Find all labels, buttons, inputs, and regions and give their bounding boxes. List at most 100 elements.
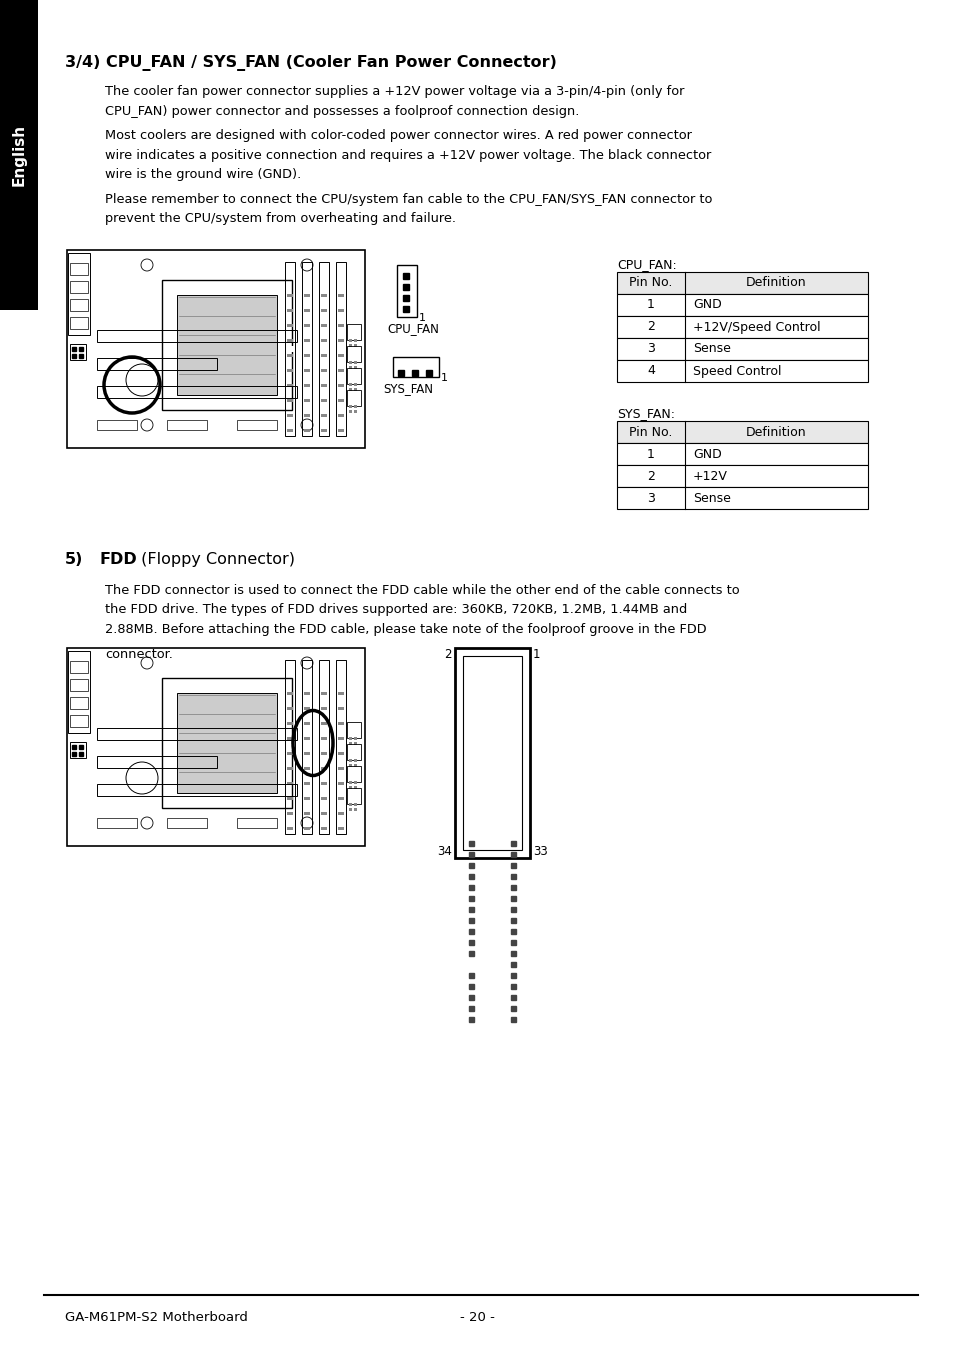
Bar xyxy=(320,399,327,402)
Text: Speed Control: Speed Control xyxy=(692,365,781,377)
Bar xyxy=(455,648,530,859)
Bar xyxy=(354,808,356,811)
Bar xyxy=(304,339,310,342)
Bar xyxy=(337,813,344,815)
Bar xyxy=(469,995,474,1000)
Bar xyxy=(337,293,344,297)
Bar xyxy=(304,752,310,754)
Bar xyxy=(287,384,293,387)
Bar xyxy=(402,284,409,289)
Bar xyxy=(304,369,310,372)
Bar xyxy=(347,744,360,760)
Bar xyxy=(70,299,88,311)
Bar xyxy=(617,360,867,383)
Bar xyxy=(469,984,474,990)
Bar xyxy=(469,852,474,857)
Bar xyxy=(236,818,276,827)
Bar xyxy=(393,357,438,377)
Bar xyxy=(177,694,276,794)
Text: 1: 1 xyxy=(440,373,448,383)
Bar xyxy=(162,677,292,808)
Bar xyxy=(320,293,327,297)
Bar xyxy=(354,366,356,369)
Bar xyxy=(354,764,356,767)
Bar xyxy=(511,852,516,857)
Text: prevent the CPU/system from overheating and failure.: prevent the CPU/system from overheating … xyxy=(105,212,456,224)
Bar xyxy=(349,388,352,391)
Bar xyxy=(287,722,293,725)
Bar xyxy=(402,273,409,279)
Bar xyxy=(349,383,352,387)
Bar xyxy=(320,324,327,327)
Bar xyxy=(511,896,516,900)
Bar xyxy=(70,343,86,360)
Text: 33: 33 xyxy=(533,845,547,859)
Bar xyxy=(319,346,328,352)
Bar xyxy=(70,715,88,727)
Bar xyxy=(303,346,311,352)
Bar xyxy=(287,399,293,402)
Bar xyxy=(469,929,474,934)
Bar xyxy=(511,929,516,934)
Bar xyxy=(349,808,352,811)
Bar xyxy=(469,973,474,977)
Bar xyxy=(304,414,310,416)
Bar xyxy=(337,429,344,433)
Bar xyxy=(511,918,516,923)
Bar xyxy=(97,756,216,768)
Bar xyxy=(70,264,88,274)
Bar xyxy=(177,295,276,395)
Bar xyxy=(337,399,344,402)
Bar xyxy=(617,338,867,360)
Text: 4: 4 xyxy=(646,365,655,377)
Bar xyxy=(337,369,344,372)
Bar xyxy=(347,346,360,362)
Text: 34: 34 xyxy=(436,845,452,859)
Bar xyxy=(349,781,352,784)
Bar xyxy=(318,660,329,834)
Bar xyxy=(97,784,296,796)
Text: +12V/Speed Control: +12V/Speed Control xyxy=(692,320,820,334)
Bar xyxy=(397,370,403,376)
Bar xyxy=(337,707,344,710)
Text: Sense: Sense xyxy=(692,342,730,356)
Bar xyxy=(337,310,344,312)
Bar xyxy=(402,295,409,301)
Text: 1: 1 xyxy=(418,314,426,323)
Bar xyxy=(511,907,516,913)
Text: 3: 3 xyxy=(646,492,655,504)
Bar xyxy=(287,310,293,312)
Bar xyxy=(287,767,293,771)
Bar xyxy=(320,781,327,786)
Bar xyxy=(287,293,293,297)
Bar xyxy=(302,262,312,435)
Bar xyxy=(287,354,293,357)
Bar xyxy=(70,679,88,691)
Bar xyxy=(320,813,327,815)
Text: 2: 2 xyxy=(444,648,452,661)
Bar xyxy=(469,863,474,868)
Bar xyxy=(287,827,293,830)
Text: Most coolers are designed with color-coded power connector wires. A red power co: Most coolers are designed with color-cod… xyxy=(105,128,691,142)
Bar xyxy=(412,370,417,376)
Bar xyxy=(337,767,344,771)
Bar xyxy=(349,339,352,342)
Text: wire indicates a positive connection and requires a +12V power voltage. The blac: wire indicates a positive connection and… xyxy=(105,149,711,161)
Bar xyxy=(97,358,216,370)
Bar xyxy=(469,841,474,846)
Bar xyxy=(71,354,76,358)
Text: GND: GND xyxy=(692,299,721,311)
Bar xyxy=(320,796,327,800)
Bar xyxy=(347,368,360,384)
Text: Definition: Definition xyxy=(745,426,806,438)
Bar xyxy=(354,361,356,364)
Bar xyxy=(349,406,352,408)
Bar xyxy=(617,465,867,487)
Bar xyxy=(617,293,867,316)
Bar xyxy=(320,414,327,416)
Bar xyxy=(354,742,356,745)
Bar xyxy=(469,907,474,913)
Text: English: English xyxy=(11,124,27,187)
Bar xyxy=(70,742,86,758)
Bar xyxy=(335,262,346,435)
